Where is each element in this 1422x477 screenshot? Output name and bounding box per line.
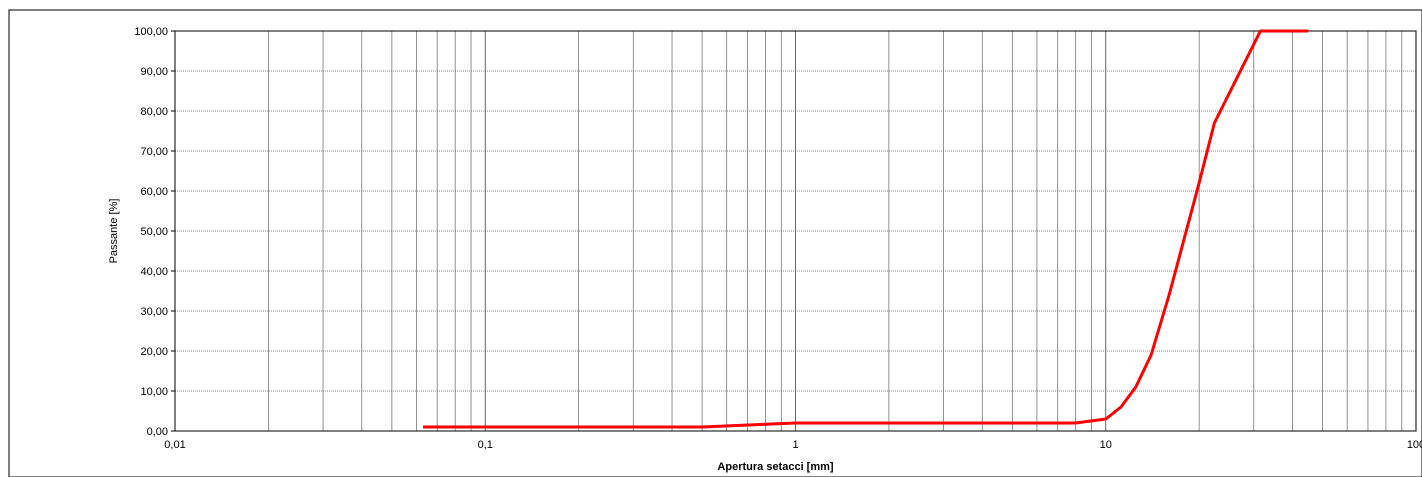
y-tick-label: 10,00 — [140, 386, 168, 398]
y-tick-label: 100,00 — [134, 26, 168, 38]
y-tick-label: 70,00 — [140, 146, 168, 158]
y-tick-label: 20,00 — [140, 346, 168, 358]
x-tick-label: 1 — [792, 439, 798, 451]
x-tick-label: 100 — [1407, 439, 1422, 451]
y-tick-label: 80,00 — [140, 106, 168, 118]
y-tick-label: 30,00 — [140, 306, 168, 318]
y-tick-label: 60,00 — [140, 186, 168, 198]
x-axis-title: Apertura setacci [mm] — [717, 461, 833, 473]
series-line — [423, 29, 1309, 429]
y-tick-label: 50,00 — [140, 226, 168, 238]
y-axis-tick-labels: 0,00 10,00 20,00 30,00 40,00 50,00 60,00 70,00 8… — [134, 26, 175, 438]
series-layer — [423, 29, 1309, 429]
chart-border — [8, 9, 1422, 477]
y-tick-label: 40,00 — [140, 266, 168, 278]
x-axis-tick-labels: 0,01 0,1 1 10 100 — [164, 439, 1422, 451]
y-tick-label: 0,00 — [147, 426, 168, 438]
x-tick-label: 0,1 — [478, 439, 493, 451]
x-tick-label: 0,01 — [164, 439, 185, 451]
x-tick-label: 10 — [1100, 439, 1112, 451]
y-tick-label: 90,00 — [140, 66, 168, 78]
y-axis-title: Passante [%] — [108, 199, 120, 264]
